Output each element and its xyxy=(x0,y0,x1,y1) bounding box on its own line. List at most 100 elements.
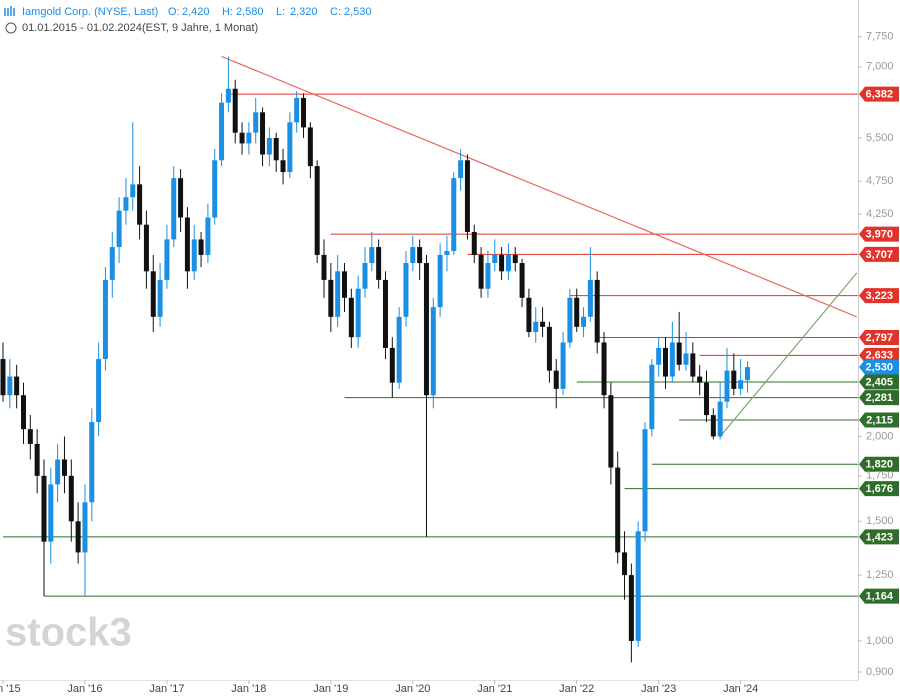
level-marker xyxy=(859,288,899,304)
candle-body xyxy=(301,97,307,128)
candle-body xyxy=(55,459,61,485)
candle-body xyxy=(260,112,266,155)
candle-body xyxy=(628,575,634,641)
candle-body xyxy=(102,279,108,360)
candle-body xyxy=(485,263,491,289)
candle-body xyxy=(34,443,40,476)
candle-body xyxy=(294,97,300,123)
candle-body xyxy=(0,359,6,396)
candle-body xyxy=(560,342,566,389)
candle-body xyxy=(348,297,354,338)
candle-body xyxy=(273,137,279,161)
candle-body xyxy=(109,247,115,280)
candle-body xyxy=(594,279,600,343)
candle-body xyxy=(492,254,498,264)
level-label: 2,797 xyxy=(865,332,893,344)
candle-body xyxy=(663,347,669,377)
clock-icon xyxy=(5,22,17,34)
level-marker xyxy=(859,412,899,428)
level-marker xyxy=(859,226,899,242)
candle-body xyxy=(574,297,580,327)
candle-body xyxy=(280,160,286,173)
x-tick-label: Jan '19 xyxy=(313,683,348,695)
candle-body xyxy=(731,370,737,389)
level-label: 3,707 xyxy=(865,249,893,261)
watermark: stock3 xyxy=(5,611,132,655)
candle-body xyxy=(635,531,641,641)
candle-body xyxy=(239,132,245,144)
y-tick-label: 1,750 xyxy=(866,470,894,482)
level-marker xyxy=(859,481,899,497)
y-tick-label: 5,500 xyxy=(866,132,894,144)
date-range: 01.01.2015 - 01.02.2024 xyxy=(22,22,142,34)
candle-body xyxy=(61,459,67,476)
level-label: 3,223 xyxy=(865,290,893,302)
y-tick-label: 2,000 xyxy=(866,430,894,442)
x-tick-label: Jan '24 xyxy=(723,683,758,695)
candle-body xyxy=(526,297,532,332)
candle-body xyxy=(669,342,675,377)
x-tick-label: Jan '17 xyxy=(149,683,184,695)
level-label: 2,530 xyxy=(865,361,893,373)
range-info: (EST, 9 Jahre, 1 Monat) xyxy=(142,22,258,34)
y-tick-label: 4,250 xyxy=(866,208,894,220)
candle-body xyxy=(717,401,723,437)
candle-body xyxy=(540,321,546,327)
candle-body xyxy=(342,271,347,298)
candle-body xyxy=(601,342,607,396)
x-tick-label: Jan '21 xyxy=(477,683,512,695)
candle-body xyxy=(690,353,696,377)
level-marker xyxy=(859,390,899,406)
candle-body xyxy=(89,422,95,503)
level-marker xyxy=(859,588,899,604)
ohlc-label: O: xyxy=(168,6,180,18)
candle-body xyxy=(287,122,293,173)
ohlc-value: 2,320 xyxy=(290,6,318,18)
candle-body xyxy=(178,178,184,218)
level-label: 1,820 xyxy=(865,459,893,471)
ohlc-label: L: xyxy=(276,6,285,18)
level-marker xyxy=(859,86,899,102)
candle-body xyxy=(417,247,423,264)
y-tick-label: 1,250 xyxy=(866,569,894,581)
candle-body xyxy=(321,254,327,280)
level-label: 2,633 xyxy=(865,350,893,362)
y-tick-label: 7,000 xyxy=(866,61,894,73)
header: Iamgold Corp. (NYSE, Last) 01.01.2015 - … xyxy=(4,6,258,34)
candle-body xyxy=(164,239,170,280)
ohlc-label: C: xyxy=(330,6,341,18)
candle-body xyxy=(246,132,252,144)
candle-body xyxy=(451,178,457,251)
trendline xyxy=(719,272,858,437)
candle-body xyxy=(307,127,313,167)
candle-body xyxy=(430,307,436,396)
plot-area xyxy=(0,55,858,663)
ohlc-value: 2,530 xyxy=(344,6,372,18)
level-marker xyxy=(859,456,899,472)
candle-body xyxy=(458,160,464,179)
y-tick-label: 7,750 xyxy=(866,31,894,43)
candle-body xyxy=(130,184,136,198)
candle-body xyxy=(724,370,730,402)
candle-body xyxy=(499,254,505,272)
x-tick-label: Jan '22 xyxy=(559,683,594,695)
candle-body xyxy=(7,376,13,396)
candle-body xyxy=(68,475,74,522)
chart-icon xyxy=(4,6,15,16)
candle-body xyxy=(608,395,614,468)
candle-body xyxy=(656,347,662,365)
candle-body xyxy=(27,429,33,444)
candle-body xyxy=(710,415,716,437)
x-tick-label: Jan '18 xyxy=(231,683,266,695)
candle-body xyxy=(116,210,122,248)
candle-body xyxy=(649,364,655,430)
candle-body xyxy=(205,217,211,255)
candle-body xyxy=(184,217,190,272)
candle-body xyxy=(676,342,682,365)
candle-body xyxy=(567,297,573,343)
level-marker xyxy=(859,529,899,545)
candle-body xyxy=(157,279,163,317)
